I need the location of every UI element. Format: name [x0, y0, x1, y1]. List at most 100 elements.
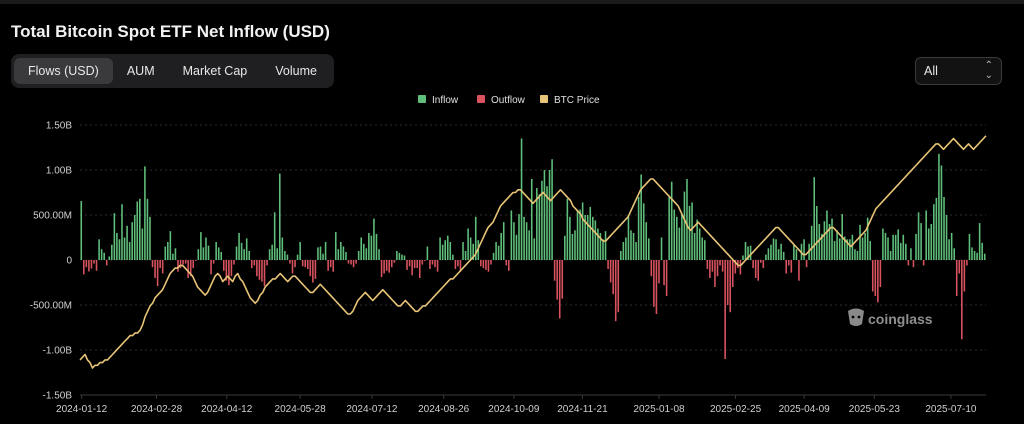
inflow-bar[interactable] — [322, 253, 324, 260]
inflow-bar[interactable] — [905, 243, 907, 260]
inflow-bar[interactable] — [111, 244, 113, 260]
outflow-bar[interactable] — [90, 260, 93, 269]
outflow-bar[interactable] — [612, 260, 614, 295]
outflow-bar[interactable] — [650, 260, 653, 277]
outflow-bar[interactable] — [609, 260, 612, 283]
inflow-bar[interactable] — [98, 239, 100, 260]
tab-volume[interactable]: Volume — [275, 64, 317, 78]
inflow-bar[interactable] — [683, 191, 686, 260]
inflow-bar[interactable] — [319, 246, 322, 261]
outflow-bar[interactable] — [332, 260, 335, 272]
inflow-bar[interactable] — [530, 179, 533, 260]
inflow-bar[interactable] — [345, 251, 347, 260]
outflow-bar[interactable] — [309, 260, 312, 277]
inflow-bar[interactable] — [536, 188, 538, 260]
inflow-bar[interactable] — [843, 236, 846, 260]
inflow-bar[interactable] — [861, 237, 864, 261]
inflow-bar[interactable] — [749, 245, 752, 260]
inflow-bar[interactable] — [172, 253, 174, 260]
outflow-bar[interactable] — [225, 260, 228, 281]
inflow-bar[interactable] — [548, 170, 551, 260]
outflow-bar[interactable] — [380, 260, 383, 278]
inflow-bar[interactable] — [342, 246, 345, 261]
inflow-bar[interactable] — [513, 222, 515, 260]
inflow-bar[interactable] — [856, 251, 859, 260]
inflow-bar[interactable] — [581, 202, 584, 260]
inflow-bar[interactable] — [854, 249, 856, 260]
inflow-bar[interactable] — [469, 237, 472, 261]
inflow-bar[interactable] — [492, 252, 495, 260]
inflow-bar[interactable] — [378, 249, 380, 260]
outflow-bar[interactable] — [408, 260, 411, 267]
inflow-bar[interactable] — [627, 215, 630, 260]
inflow-bar[interactable] — [373, 218, 375, 260]
inflow-bar[interactable] — [444, 240, 446, 260]
inflow-bar[interactable] — [131, 222, 133, 260]
outflow-bar[interactable] — [798, 260, 800, 281]
outflow-bar[interactable] — [716, 260, 719, 277]
inflow-bar[interactable] — [660, 237, 663, 261]
inflow-bar[interactable] — [215, 242, 217, 260]
inflow-bar[interactable] — [869, 241, 871, 260]
outflow-bar[interactable] — [724, 260, 726, 359]
inflow-bar[interactable] — [938, 153, 940, 260]
outflow-bar[interactable] — [480, 260, 482, 267]
inflow-bar[interactable] — [782, 251, 785, 260]
inflow-bar[interactable] — [543, 170, 546, 260]
inflow-bar[interactable] — [365, 248, 368, 260]
outflow-bar[interactable] — [558, 260, 561, 319]
inflow-bar[interactable] — [296, 254, 299, 260]
inflow-bar[interactable] — [169, 231, 172, 260]
inflow-bar[interactable] — [630, 230, 632, 260]
outflow-bar[interactable] — [416, 260, 418, 269]
inflow-bar[interactable] — [917, 212, 920, 260]
inflow-bar[interactable] — [831, 218, 833, 260]
inflow-bar[interactable] — [286, 254, 289, 260]
outflow-bar[interactable] — [485, 260, 487, 270]
inflow-bar[interactable] — [202, 247, 205, 260]
tab-flows[interactable]: Flows (USD) — [14, 58, 113, 84]
outflow-bar[interactable] — [223, 260, 225, 271]
inflow-bar[interactable] — [894, 234, 897, 260]
legend-label-outflow[interactable]: Outflow — [491, 95, 526, 106]
inflow-bar[interactable] — [426, 246, 429, 261]
inflow-bar[interactable] — [515, 234, 518, 260]
inflow-bar[interactable] — [775, 239, 777, 260]
inflow-bar[interactable] — [948, 239, 950, 260]
inflow-bar[interactable] — [118, 239, 121, 260]
inflow-bar[interactable] — [235, 246, 238, 261]
inflow-bar[interactable] — [584, 215, 586, 260]
inflow-bar[interactable] — [574, 230, 576, 260]
inflow-bar[interactable] — [128, 242, 131, 260]
outflow-bar[interactable] — [289, 260, 291, 264]
outflow-bar[interactable] — [759, 260, 762, 263]
outflow-bar[interactable] — [457, 260, 459, 267]
outflow-bar[interactable] — [83, 260, 85, 275]
inflow-bar[interactable] — [375, 233, 378, 260]
inflow-bar[interactable] — [594, 220, 597, 260]
inflow-bar[interactable] — [360, 237, 363, 261]
outflow-bar[interactable] — [431, 260, 434, 265]
outflow-bar[interactable] — [912, 260, 915, 268]
outflow-bar[interactable] — [294, 260, 296, 268]
outflow-bar[interactable] — [388, 260, 390, 273]
tab-market-cap[interactable]: Market Cap — [182, 64, 248, 78]
outflow-bar[interactable] — [177, 260, 179, 272]
inflow-bar[interactable] — [945, 215, 948, 260]
outflow-bar[interactable] — [192, 260, 195, 269]
inflow-bar[interactable] — [933, 204, 935, 260]
inflow-bar[interactable] — [566, 198, 569, 260]
outflow-bar[interactable] — [266, 260, 268, 266]
inflow-bar[interactable] — [146, 198, 149, 260]
outflow-bar[interactable] — [709, 260, 711, 278]
inflow-bar[interactable] — [243, 249, 245, 260]
outflow-bar[interactable] — [385, 260, 388, 271]
inflow-bar[interactable] — [569, 216, 571, 260]
outflow-bar[interactable] — [955, 260, 958, 296]
outflow-bar[interactable] — [411, 260, 413, 276]
inflow-bar[interactable] — [686, 179, 688, 260]
inflow-bar[interactable] — [983, 253, 986, 260]
outflow-bar[interactable] — [719, 260, 721, 266]
inflow-bar[interactable] — [126, 225, 128, 260]
outflow-bar[interactable] — [790, 260, 793, 273]
